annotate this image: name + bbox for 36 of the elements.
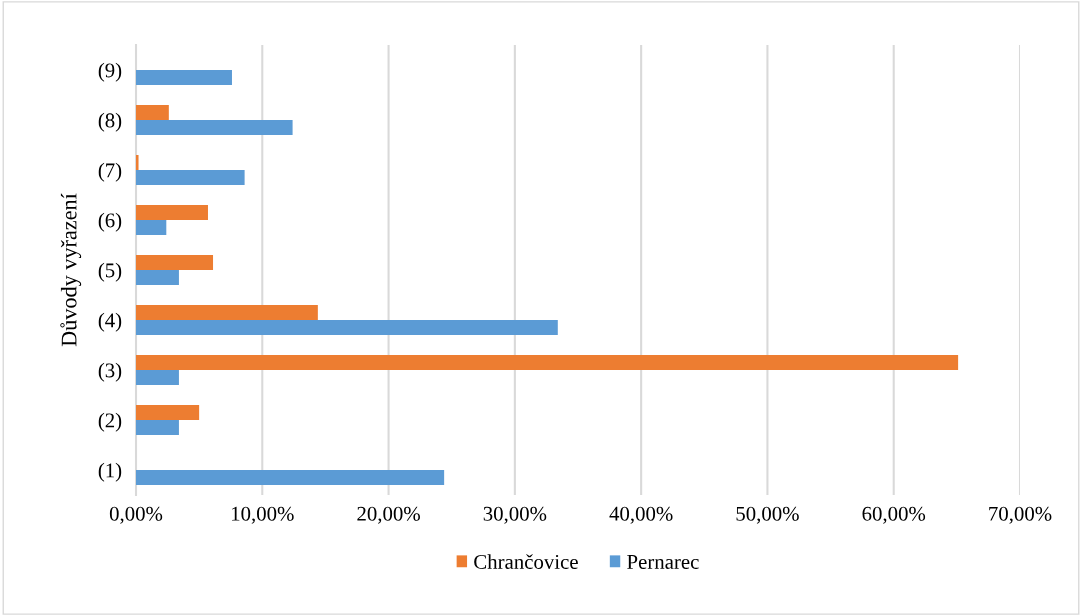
x-tick-label: 40,00% [609, 506, 673, 524]
legend-label: Chrančovice [474, 554, 578, 569]
bar [136, 255, 214, 270]
bar [136, 170, 245, 185]
bar [136, 355, 959, 370]
bar [136, 120, 293, 135]
y-tick-label: (2) [98, 412, 122, 432]
bar [136, 155, 139, 170]
y-tick-label: (5) [98, 262, 122, 282]
y-tick-label: (3) [98, 362, 122, 382]
bar [136, 205, 208, 220]
y-tick-label: (9) [98, 62, 122, 82]
x-tick-label: 50,00% [736, 506, 799, 524]
y-tick-label: (4) [98, 312, 122, 332]
y-tick-label: (7) [98, 162, 122, 182]
bar [136, 405, 200, 420]
bar [136, 220, 167, 235]
bar [136, 370, 179, 385]
x-tick-label: 60,00% [862, 506, 926, 524]
bar [136, 470, 445, 485]
legend-label: Pernarec [627, 555, 699, 569]
y-axis-title: Důvody vyřazení [60, 193, 82, 347]
x-tick-label: 10,00% [232, 506, 294, 524]
x-tick-label: 30,00% [483, 506, 547, 524]
x-tick-label: 20,00% [357, 506, 420, 524]
x-tick-label: 0,00% [109, 506, 163, 524]
y-tick-label: (6) [98, 212, 122, 232]
y-tick-label: (1) [98, 462, 122, 482]
x-tick-label: 70,00% [989, 506, 1052, 524]
bar [136, 420, 179, 435]
bar [136, 70, 232, 85]
bar [136, 320, 558, 335]
bar [136, 270, 179, 285]
bar [136, 105, 169, 120]
bar [136, 305, 318, 320]
y-tick-label: (8) [98, 112, 122, 132]
